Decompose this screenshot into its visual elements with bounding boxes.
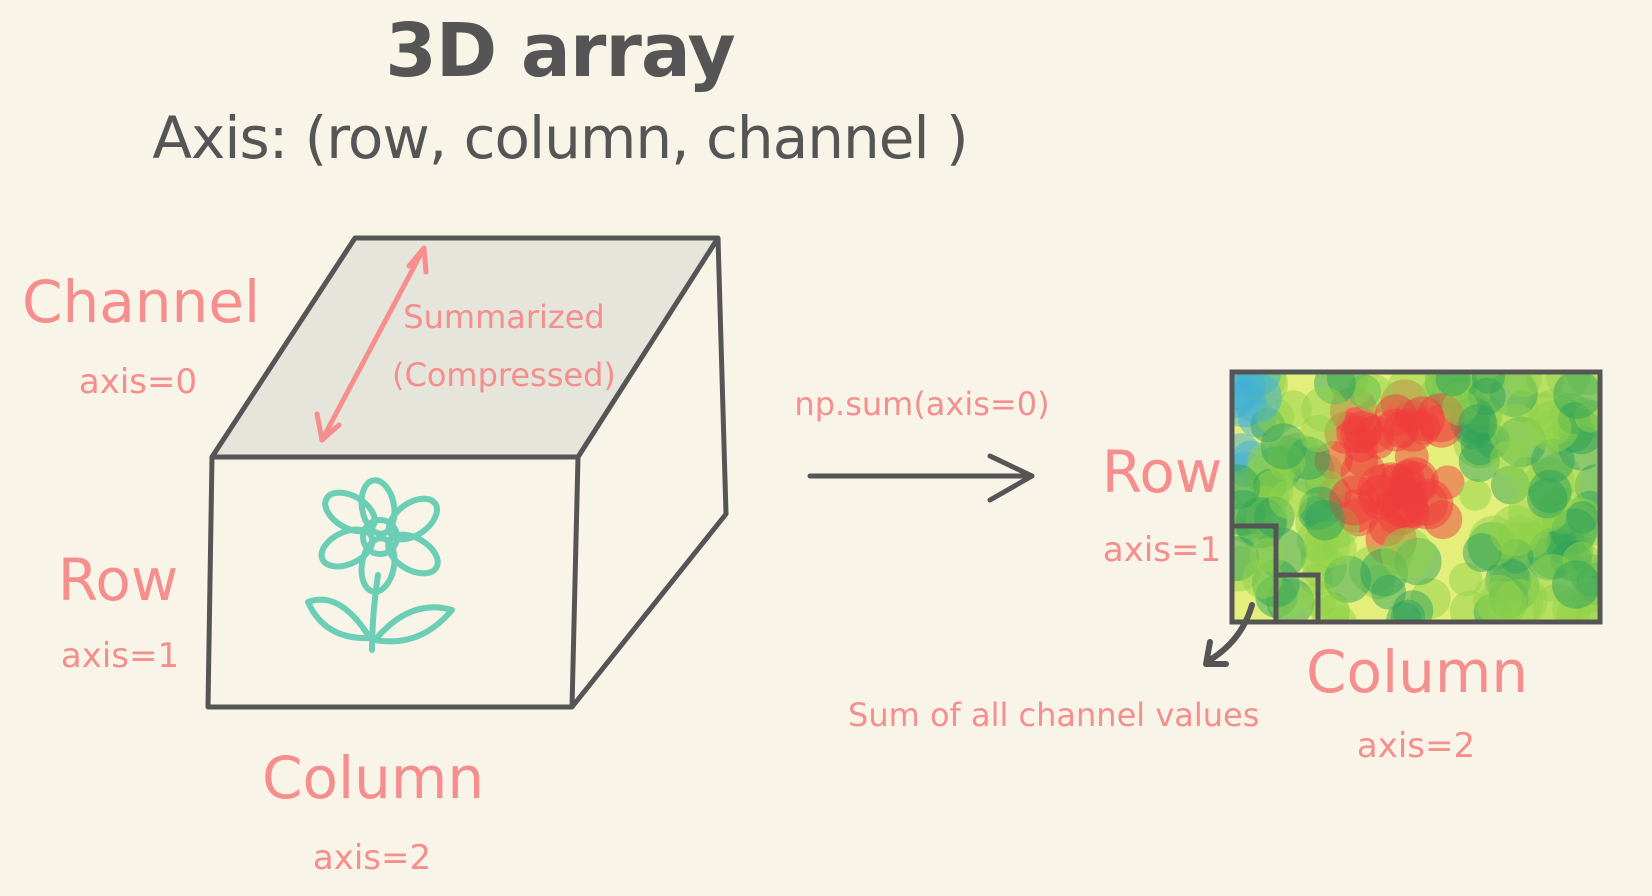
heat-blob [1435,372,1471,397]
heat-blob [1448,562,1483,597]
column-axis-label-left: axis=2 [312,838,432,878]
transform-arrow [807,453,1035,503]
heat-blob [1324,555,1372,603]
heatmap [1229,369,1603,625]
heat-blob [1504,372,1543,397]
heat-blob [1471,372,1505,394]
heat-blob [1489,505,1541,557]
heat-blob [1381,527,1433,580]
summarized-label: Summarized [403,298,605,336]
summarize-double-arrow [314,245,429,443]
heat-blob [1382,411,1420,448]
heat-blob [1535,409,1572,446]
cube-side-edges [570,237,729,709]
heat-blob [1528,469,1572,514]
heat-blob [1488,403,1541,456]
sum-note: Sum of all channel values [848,696,1260,734]
heat-blob [1566,501,1599,534]
heat-blob [1237,372,1282,396]
heat-blob [1242,558,1283,599]
heat-blob [1423,500,1463,540]
heat-blob [1232,464,1261,510]
cube-top-face [209,235,721,460]
page-title: 3D array [385,8,736,94]
row-axis-label-right: axis=1 [1102,530,1222,570]
heat-blob [1459,478,1492,511]
flower-icon [305,477,455,653]
cube [205,235,729,710]
column-label-left: Column [262,744,485,812]
channel-axis-label: axis=0 [78,362,198,402]
column-label-right: Column [1306,638,1529,706]
row-label-right: Row [1101,438,1223,506]
heat-blob [1371,574,1406,610]
heat-blob [1394,440,1429,474]
heat-blob [1268,480,1308,519]
heatmap-border [1229,369,1603,625]
operation-label: np.sum(axis=0) [794,385,1050,423]
row-axis-label-left: axis=1 [60,636,180,676]
column-axis-label-right: axis=2 [1356,726,1476,766]
compressed-label: (Compressed) [392,356,616,394]
heat-blob [1260,423,1307,470]
heat-blob [1473,574,1522,622]
heat-blob [1304,499,1346,541]
row-label-left: Row [57,546,179,614]
sum-pointer-arrow [1203,602,1255,667]
channel-label: Channel [22,268,261,336]
heat-blob [1301,386,1347,432]
heat-blob [1462,533,1502,573]
heat-blob [1552,560,1600,609]
page-subtitle: Axis: (row, column, channel ) [152,104,968,172]
heat-blob [1458,404,1498,444]
heat-blob [1553,372,1600,419]
